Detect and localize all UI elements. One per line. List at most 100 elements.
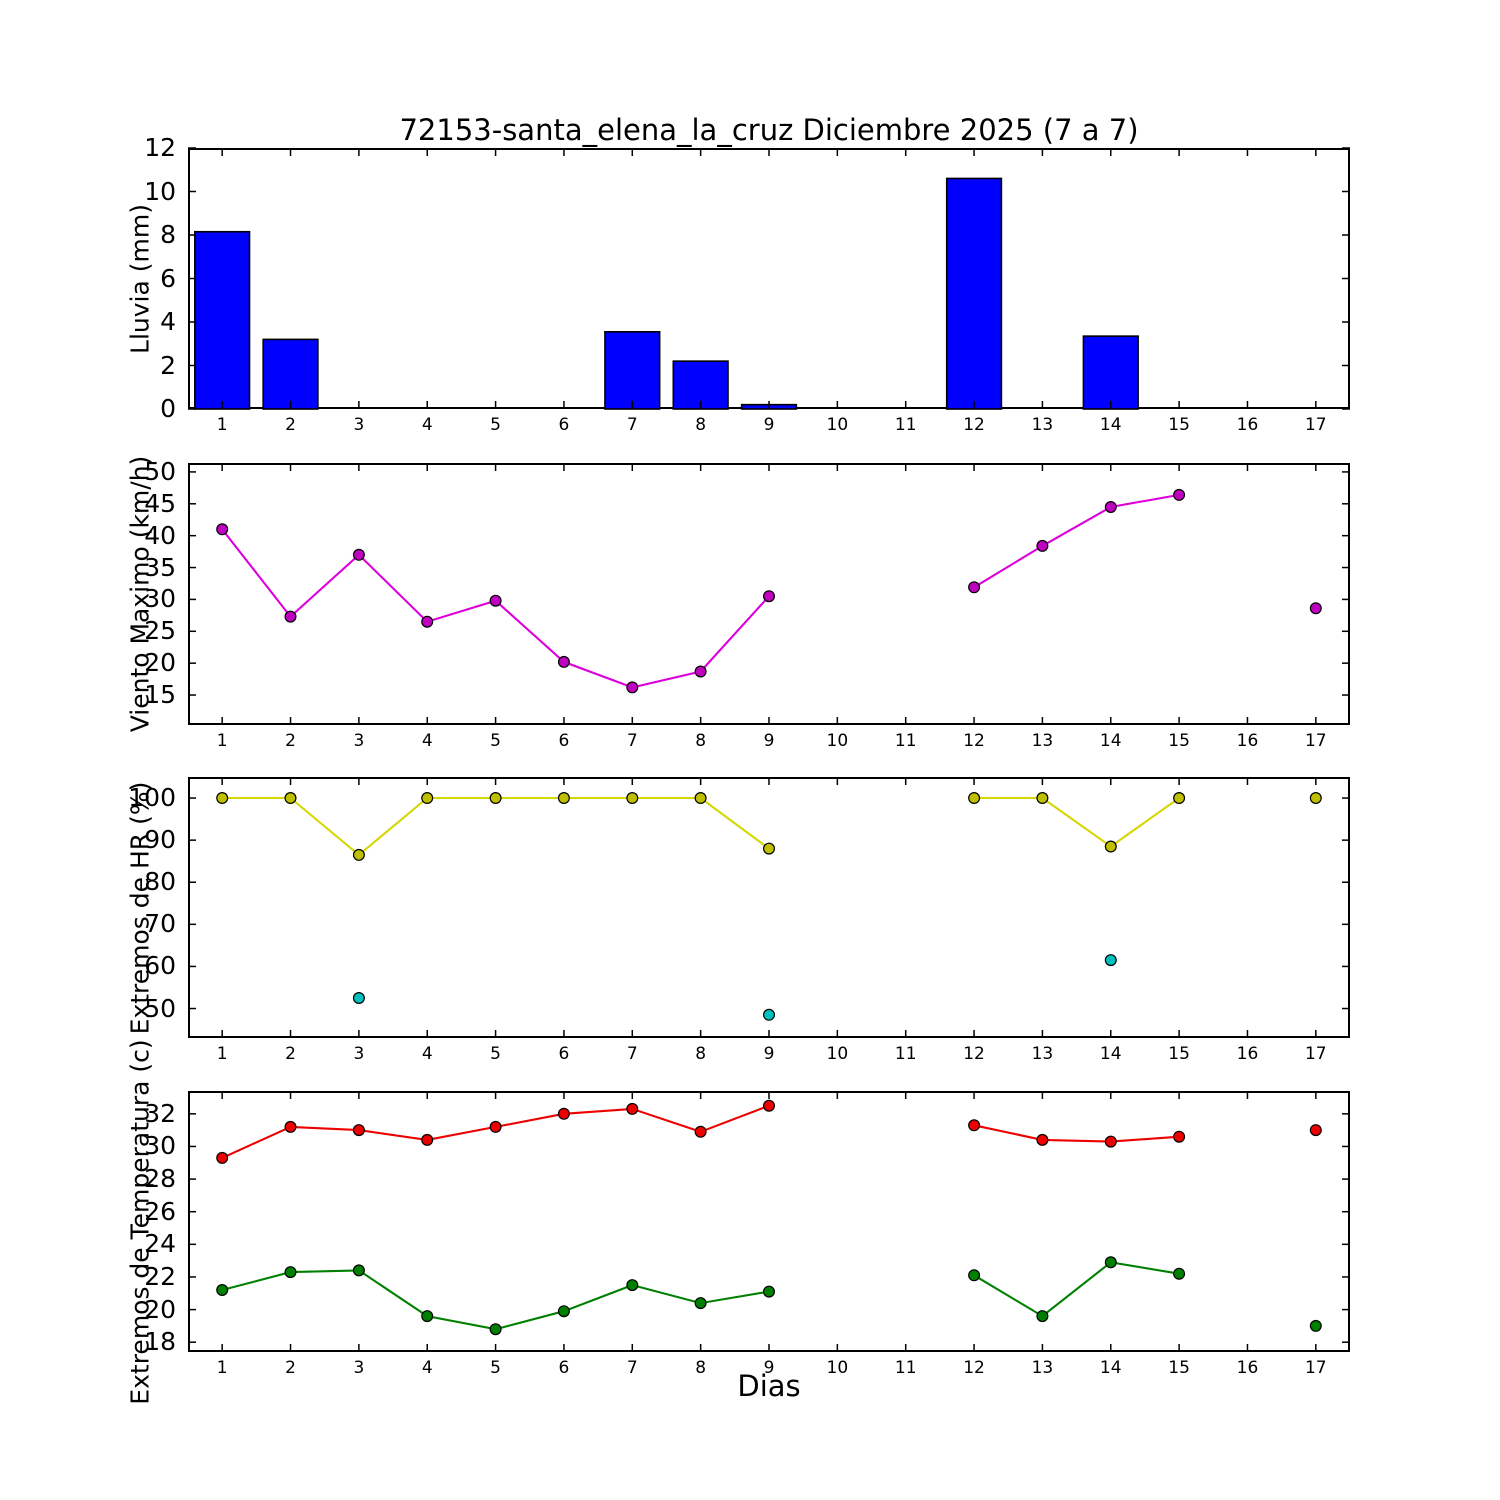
subplot-temperatura — [188, 1091, 1350, 1352]
temperatura-minima-marker-day-7 — [626, 1279, 639, 1292]
viento-maximo-marker-day-12 — [968, 581, 981, 594]
x-tick-label: 9 — [763, 731, 775, 751]
temperatura-maxima-marker-day-5 — [489, 1120, 502, 1133]
plot-canvas-0 — [188, 147, 1350, 410]
x-tick-label: 2 — [285, 1358, 296, 1378]
temperatura-maxima-marker-day-2 — [284, 1120, 297, 1133]
temperatura-maxima-marker-day-17 — [1309, 1124, 1322, 1137]
x-tick-label: 17 — [1304, 1044, 1327, 1064]
temperatura-minima-marker-day-4 — [421, 1310, 434, 1323]
temperatura-maxima-marker-day-8 — [694, 1125, 707, 1138]
temperatura-minima-marker-day-13 — [1036, 1310, 1049, 1323]
y-tick-label: 35 — [144, 552, 176, 582]
x-tick-label: 1 — [216, 415, 228, 435]
viento-maximo-marker-day-1 — [216, 523, 229, 536]
x-tick-label: 16 — [1236, 1044, 1259, 1064]
hr-maxima-marker-day-8 — [694, 792, 707, 805]
x-tick-label: 10 — [826, 1044, 849, 1064]
x-tick-label: 8 — [695, 1044, 707, 1064]
x-tick-label: 11 — [894, 415, 917, 435]
y-tick-label: 60 — [144, 951, 176, 981]
y-tick-label: 20 — [144, 1294, 176, 1324]
x-tick-label: 17 — [1304, 731, 1327, 751]
x-tick-label: 16 — [1236, 415, 1259, 435]
x-tick-label: 13 — [1031, 1044, 1054, 1064]
x-tick-label: 1 — [216, 1358, 228, 1378]
temperatura-maxima-marker-day-14 — [1104, 1135, 1117, 1148]
y-tick-label: 24 — [144, 1229, 176, 1259]
x-tick-label: 11 — [894, 1044, 917, 1064]
y-tick-label: 25 — [144, 616, 176, 646]
hr-minima-marker-day-9 — [762, 1008, 775, 1021]
x-tick-label: 3 — [353, 1044, 365, 1064]
x-tick-label: 14 — [1099, 1044, 1122, 1064]
x-tick-label: 14 — [1099, 1358, 1122, 1378]
x-tick-label: 3 — [353, 731, 365, 751]
x-tick-label: 5 — [490, 731, 501, 751]
viento-maximo-marker-day-8 — [694, 665, 707, 678]
x-tick-label: 2 — [285, 415, 296, 435]
viento-maximo-marker-day-2 — [284, 610, 297, 623]
x-tick-label: 9 — [763, 415, 775, 435]
x-tick-label: 5 — [490, 415, 501, 435]
temperatura-maxima-marker-day-4 — [421, 1133, 434, 1146]
xlabel-dias: Dias — [737, 1369, 801, 1403]
viento-maximo-marker-day-5 — [489, 594, 502, 607]
hr-maxima-marker-day-5 — [489, 792, 502, 805]
x-tick-label: 17 — [1304, 1358, 1327, 1378]
viento-maximo-marker-day-15 — [1173, 488, 1186, 501]
temperatura-maxima-marker-day-6 — [557, 1107, 570, 1120]
x-tick-label: 10 — [826, 1358, 849, 1378]
x-tick-label: 13 — [1031, 1358, 1054, 1378]
temperatura-minima-marker-day-1 — [216, 1284, 229, 1297]
x-tick-label: 8 — [695, 415, 707, 435]
y-tick-label: 70 — [144, 909, 176, 939]
temperatura-minima-marker-day-14 — [1104, 1256, 1117, 1269]
x-tick-label: 6 — [558, 1044, 570, 1064]
hr-maxima-marker-day-14 — [1104, 840, 1117, 853]
y-tick-label: 30 — [144, 584, 176, 614]
y-tick-label: 12 — [144, 133, 176, 162]
hr-maxima-marker-day-15 — [1173, 792, 1186, 805]
rain-bar-day-2 — [262, 338, 319, 410]
rain-bar-day-1 — [194, 230, 251, 410]
viento-maximo-marker-day-14 — [1104, 500, 1117, 513]
hr-maxima-marker-day-13 — [1036, 792, 1049, 805]
subplot-viento — [188, 463, 1350, 725]
x-tick-label: 12 — [963, 415, 985, 435]
x-tick-label: 15 — [1168, 415, 1190, 435]
temperatura-maxima-marker-day-7 — [626, 1102, 639, 1115]
hr-maxima-marker-day-3 — [352, 848, 365, 861]
viento-maximo-marker-day-6 — [557, 655, 570, 668]
y-tick-label: 6 — [160, 263, 176, 293]
y-tick-label: 4 — [160, 307, 176, 336]
hr-minima-marker-day-14 — [1104, 954, 1117, 967]
temperatura-maxima-marker-day-13 — [1036, 1133, 1049, 1146]
x-tick-label: 17 — [1304, 415, 1327, 435]
y-tick-label: 8 — [160, 220, 176, 249]
viento-maximo-marker-day-9 — [762, 590, 775, 603]
rain-bar-day-7 — [604, 330, 661, 410]
temperatura-minima-marker-day-8 — [694, 1297, 707, 1310]
temperatura-maxima-marker-day-12 — [968, 1119, 981, 1132]
y-tick-label: 100 — [128, 783, 176, 813]
y-tick-label: 10 — [144, 176, 176, 206]
y-tick-label: 0 — [160, 394, 176, 423]
x-tick-label: 15 — [1168, 1044, 1190, 1064]
x-tick-label: 1 — [216, 1044, 228, 1064]
hr-maxima-marker-day-12 — [968, 792, 981, 805]
x-tick-label: 14 — [1099, 415, 1122, 435]
x-tick-label: 16 — [1236, 731, 1259, 751]
temperatura-maxima-marker-day-1 — [216, 1151, 229, 1164]
x-tick-label: 4 — [421, 1044, 433, 1064]
x-tick-label: 12 — [963, 1358, 985, 1378]
temperatura-minima-marker-day-9 — [762, 1285, 775, 1298]
temperatura-minima-marker-day-6 — [557, 1305, 570, 1318]
x-tick-label: 12 — [963, 731, 985, 751]
temperatura-minima-marker-day-12 — [968, 1269, 981, 1282]
x-tick-label: 7 — [626, 731, 638, 751]
temperatura-maxima-marker-day-3 — [352, 1124, 365, 1137]
x-tick-label: 5 — [490, 1358, 501, 1378]
hr-maxima-marker-day-17 — [1309, 792, 1322, 805]
